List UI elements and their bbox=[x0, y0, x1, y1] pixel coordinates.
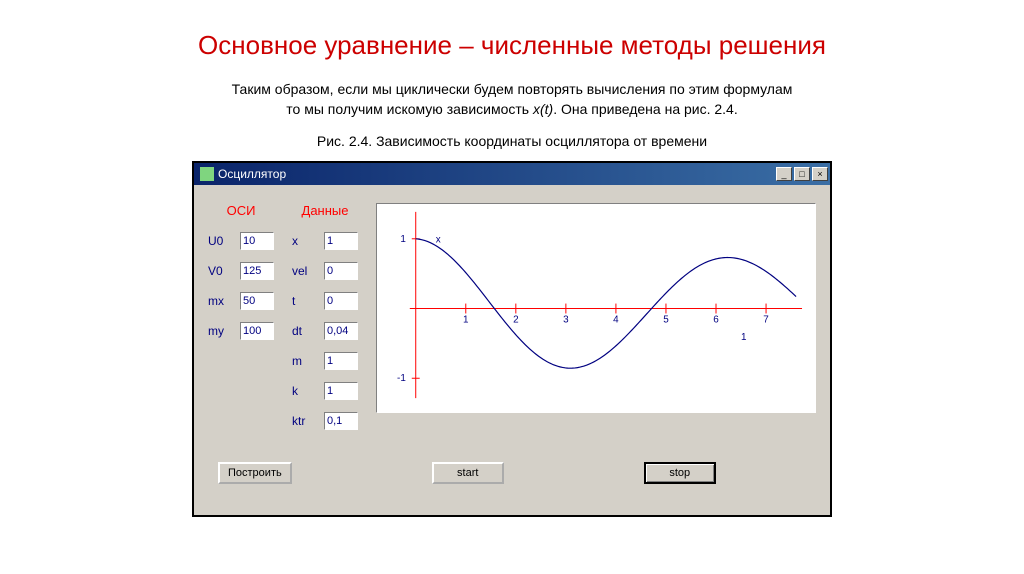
app-icon bbox=[200, 167, 214, 181]
window-title: Осциллятор bbox=[218, 167, 776, 181]
stop-button[interactable]: stop bbox=[644, 462, 716, 484]
input-my[interactable]: 100 bbox=[240, 322, 274, 340]
label-my: my bbox=[208, 324, 234, 338]
data-header: Данные bbox=[292, 203, 358, 218]
para2-before: то мы получим искомую зависимость bbox=[286, 101, 533, 117]
input-mx[interactable]: 50 bbox=[240, 292, 274, 310]
close-button[interactable]: × bbox=[812, 167, 828, 181]
field-row: m 1 bbox=[292, 350, 358, 372]
label-v0: V0 bbox=[208, 264, 234, 278]
field-row: ktr 0,1 bbox=[292, 410, 358, 432]
label-ktr: ktr bbox=[292, 414, 318, 428]
field-row: V0 125 bbox=[208, 260, 274, 282]
label-t: t bbox=[292, 294, 318, 308]
minimize-button[interactable]: _ bbox=[776, 167, 792, 181]
build-button[interactable]: Построить bbox=[218, 462, 292, 484]
maximize-button[interactable]: □ bbox=[794, 167, 810, 181]
paragraph-line2: то мы получим искомую зависимость x(t). … bbox=[40, 101, 984, 117]
svg-text:x: x bbox=[436, 234, 441, 245]
svg-text:1: 1 bbox=[741, 332, 747, 343]
titlebar: Осциллятор _ □ × bbox=[194, 163, 830, 185]
input-x[interactable]: 1 bbox=[324, 232, 358, 250]
field-row: x 1 bbox=[292, 230, 358, 252]
figure-caption: Рис. 2.4. Зависимость координаты осцилля… bbox=[40, 133, 984, 149]
label-x: x bbox=[292, 234, 318, 248]
input-t[interactable]: 0 bbox=[324, 292, 358, 310]
paragraph-line1: Таким образом, если мы циклически будем … bbox=[40, 81, 984, 97]
svg-text:3: 3 bbox=[563, 314, 569, 325]
chart-panel: 1 2 3 4 5 6 7 1 -1 x 1 bbox=[376, 203, 816, 413]
page-heading: Основное уравнение – численные методы ре… bbox=[40, 30, 984, 61]
svg-text:4: 4 bbox=[613, 314, 619, 325]
data-column: Данные x 1 vel 0 t 0 dt 0,04 bbox=[292, 203, 358, 432]
svg-text:5: 5 bbox=[663, 314, 669, 325]
label-k: k bbox=[292, 384, 318, 398]
button-row: Построить start stop bbox=[208, 462, 816, 484]
svg-text:2: 2 bbox=[513, 314, 519, 325]
client-area: ОСИ U0 10 V0 125 mx 50 my 100 bbox=[194, 185, 830, 515]
svg-text:7: 7 bbox=[763, 314, 769, 325]
input-ktr[interactable]: 0,1 bbox=[324, 412, 358, 430]
field-row: mx 50 bbox=[208, 290, 274, 312]
field-row: my 100 bbox=[208, 320, 274, 342]
para2-italic: x(t) bbox=[533, 101, 553, 117]
field-row: vel 0 bbox=[292, 260, 358, 282]
svg-text:-1: -1 bbox=[397, 373, 406, 384]
input-v0[interactable]: 125 bbox=[240, 262, 274, 280]
oscillator-window: Осциллятор _ □ × ОСИ U0 10 V0 125 mx 50 bbox=[192, 161, 832, 517]
para2-after: . Она приведена на рис. 2.4. bbox=[553, 101, 738, 117]
label-vel: vel bbox=[292, 264, 318, 278]
label-m: m bbox=[292, 354, 318, 368]
svg-text:6: 6 bbox=[713, 314, 719, 325]
oscillator-chart: 1 2 3 4 5 6 7 1 -1 x 1 bbox=[377, 204, 815, 412]
label-u0: U0 bbox=[208, 234, 234, 248]
svg-text:1: 1 bbox=[400, 234, 406, 245]
svg-text:1: 1 bbox=[463, 314, 469, 325]
axes-header: ОСИ bbox=[208, 203, 274, 218]
input-k[interactable]: 1 bbox=[324, 382, 358, 400]
start-button[interactable]: start bbox=[432, 462, 504, 484]
input-u0[interactable]: 10 bbox=[240, 232, 274, 250]
field-row: dt 0,04 bbox=[292, 320, 358, 342]
field-row: t 0 bbox=[292, 290, 358, 312]
field-row: U0 10 bbox=[208, 230, 274, 252]
label-dt: dt bbox=[292, 324, 318, 338]
form-columns: ОСИ U0 10 V0 125 mx 50 my 100 bbox=[208, 203, 816, 432]
axes-column: ОСИ U0 10 V0 125 mx 50 my 100 bbox=[208, 203, 274, 342]
input-vel[interactable]: 0 bbox=[324, 262, 358, 280]
label-mx: mx bbox=[208, 294, 234, 308]
titlebar-buttons: _ □ × bbox=[776, 167, 828, 181]
field-row: k 1 bbox=[292, 380, 358, 402]
input-m[interactable]: 1 bbox=[324, 352, 358, 370]
input-dt[interactable]: 0,04 bbox=[324, 322, 358, 340]
